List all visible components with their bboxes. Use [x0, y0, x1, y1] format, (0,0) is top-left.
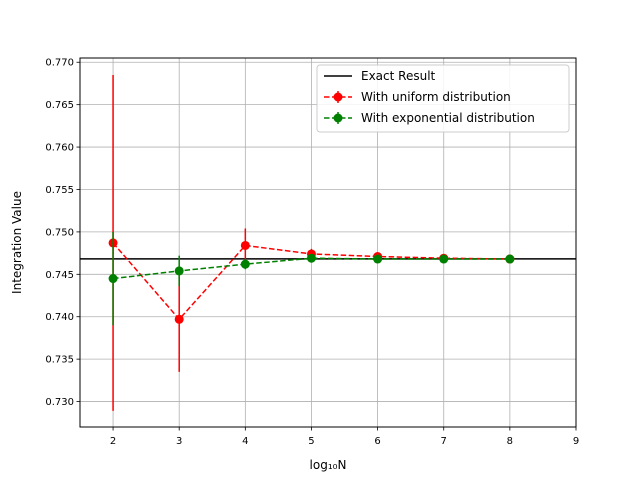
y-tick-label: 0.755 [45, 185, 74, 196]
y-tick-label: 0.735 [45, 355, 74, 366]
x-axis-label: log₁₀N [310, 458, 347, 472]
x-tick-label: 2 [110, 436, 116, 447]
y-tick-label: 0.765 [45, 100, 74, 111]
x-tick-label: 6 [374, 436, 380, 447]
legend-label: With uniform distribution [361, 90, 511, 104]
data-point [505, 254, 515, 264]
y-tick-label: 0.745 [45, 270, 74, 281]
data-point [373, 254, 383, 264]
legend-label: Exact Result [361, 69, 436, 83]
y-tick-label: 0.750 [45, 227, 74, 238]
legend-marker [333, 92, 343, 102]
x-tick-label: 9 [573, 436, 579, 447]
legend-marker [333, 113, 343, 123]
axis-ticks: 2 3 4 5 6 7 8 9 0.730 0.735 0.740 0.745 0.750 0.755 0.… [45, 58, 579, 447]
y-tick-label: 0.770 [45, 58, 74, 69]
legend: Exact Result With uniform distribution Wit… [316, 64, 570, 133]
x-tick-label: 3 [176, 436, 182, 447]
y-axis-label: Integration Value [10, 191, 24, 294]
data-point [174, 266, 184, 276]
data-point [108, 274, 118, 284]
x-tick-label: 4 [242, 436, 248, 447]
plot-frame [79, 57, 577, 428]
series-layer [108, 74, 515, 411]
legend-label: With exponential distribution [361, 111, 535, 125]
x-tick-label: 7 [441, 436, 447, 447]
data-point [174, 314, 184, 324]
legend-box [316, 64, 570, 133]
y-tick-label: 0.760 [45, 143, 74, 154]
series-exponential [108, 231, 515, 326]
y-tick-label: 0.740 [45, 312, 74, 323]
data-point [439, 254, 449, 264]
x-tick-label: 8 [507, 436, 513, 447]
data-point [240, 240, 250, 250]
data-point [240, 259, 250, 269]
x-tick-label: 5 [308, 436, 314, 447]
y-tick-label: 0.730 [45, 397, 74, 408]
data-point [306, 253, 316, 263]
